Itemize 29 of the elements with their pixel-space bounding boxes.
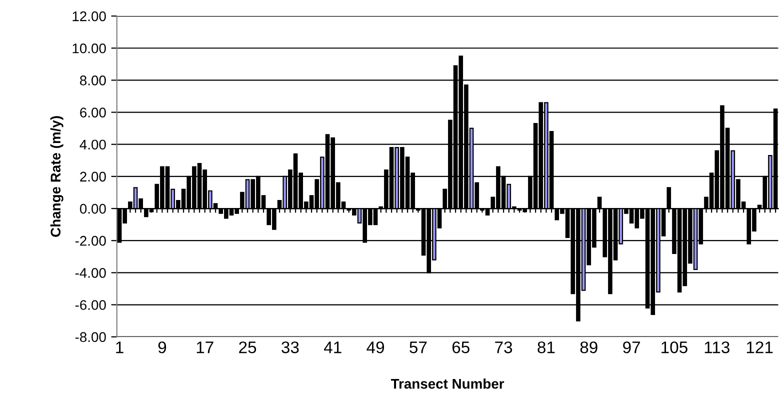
x-tick-label: 65	[452, 341, 470, 354]
y-tick-label: 10.00	[72, 43, 106, 54]
x-tick-label: 9	[158, 341, 166, 354]
y-tick-label: 8.00	[80, 76, 106, 86]
x-tick-label: 97	[623, 341, 640, 354]
y-axis-title: Change Rate (m/y)	[50, 116, 64, 237]
y-tick-label: -4.00	[75, 268, 106, 278]
x-tick-label: 57	[410, 342, 427, 354]
x-tick-label: 41	[324, 342, 342, 354]
y-tick-label: -8.00	[75, 332, 106, 342]
y-tick-label: 4.00	[80, 140, 106, 150]
y-tick-label: 6.00	[80, 108, 106, 118]
x-axis-title: Transect Number	[390, 378, 504, 389]
y-tick-label: 12.00	[72, 11, 106, 22]
x-tick-label: 73	[495, 341, 512, 354]
y-tick-label: -6.00	[75, 300, 106, 310]
x-tick-label: 81	[538, 341, 555, 354]
y-tick-label: 0.00	[80, 204, 106, 214]
x-tick-label: 121	[746, 341, 773, 354]
y-tick-label: -2.00	[75, 236, 106, 246]
x-tick-label: 89	[580, 341, 598, 354]
x-tick-label: 49	[366, 341, 384, 354]
x-tick-label: 1	[116, 342, 124, 354]
x-tick-label: 33	[282, 341, 299, 354]
x-tick-label: 25	[239, 341, 256, 354]
x-tick-label: 105	[662, 341, 688, 354]
x-tick-label: 113	[704, 341, 730, 354]
x-tick-label: 17	[196, 342, 214, 354]
y-tick-label: 2.00	[80, 172, 106, 182]
